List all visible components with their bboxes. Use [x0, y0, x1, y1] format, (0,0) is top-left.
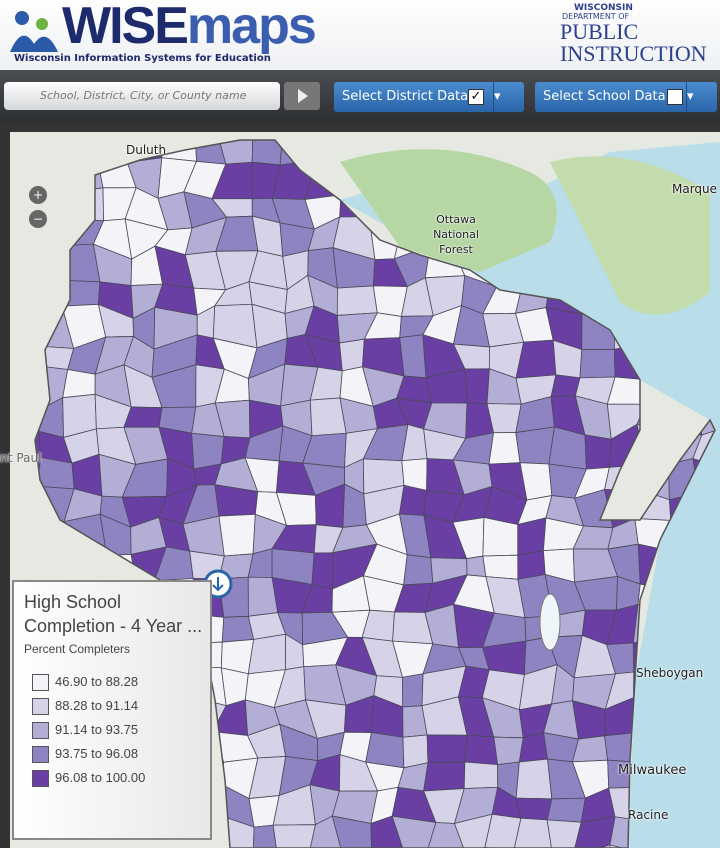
district[interactable] [311, 552, 333, 590]
district[interactable] [370, 815, 408, 848]
district[interactable] [515, 758, 553, 800]
lake [340, 142, 720, 848]
district[interactable] [546, 819, 582, 848]
district[interactable] [513, 817, 554, 848]
district[interactable] [191, 432, 225, 470]
zoom-controls: + − [29, 186, 47, 228]
legend-swatch [32, 674, 49, 692]
map-label: Marque [672, 182, 718, 196]
legend: High School Completion - 4 Year ... Perc… [12, 580, 212, 840]
district[interactable] [579, 348, 616, 379]
map-label: Sheboygan [636, 666, 704, 680]
logo[interactable]: WISEmaps [62, 0, 317, 56]
district-data-button[interactable]: Select District Data ✓ ▾ [334, 82, 524, 112]
district[interactable] [426, 734, 468, 764]
district[interactable] [517, 517, 547, 556]
lake [539, 593, 561, 651]
zoom-out[interactable] [29, 210, 47, 228]
district[interactable] [493, 736, 524, 766]
legend-label: 88.28 to 91.14 [55, 698, 139, 713]
district[interactable] [424, 822, 468, 848]
district[interactable] [336, 285, 378, 316]
district[interactable] [515, 797, 553, 821]
district[interactable] [463, 761, 499, 789]
legend-subtitle: Percent Completers [24, 642, 131, 656]
legend-item: 91.14 to 93.75 [32, 722, 139, 740]
district[interactable] [403, 554, 434, 586]
map-label: Saint Paul [0, 451, 42, 465]
legend-item: 93.75 to 96.08 [32, 746, 139, 764]
district[interactable] [339, 338, 365, 372]
forest [340, 149, 557, 272]
map-label: Racine [628, 808, 669, 822]
map-label: Duluth [126, 143, 167, 157]
district[interactable] [62, 369, 96, 399]
legend-item: 46.90 to 88.28 [32, 674, 139, 692]
school-data-button[interactable]: Select School Data ▾ [535, 82, 717, 112]
button-label: Select District Data [342, 89, 469, 104]
logo-subtitle: Wisconsin Information Systems for Educat… [14, 53, 271, 64]
legend-label: 96.08 to 100.00 [55, 770, 146, 785]
map-label: Milwaukee [618, 763, 687, 778]
agency-text: PUBLIC INSTRUCTION [560, 19, 707, 66]
district[interactable] [398, 484, 428, 516]
district[interactable] [464, 368, 490, 405]
agency-logo[interactable]: WISCONSIN DEPARTMENT OF PUBLIC INSTRUCTI… [560, 4, 710, 65]
agency-text: WISCONSIN [574, 3, 633, 13]
logo-icon [10, 11, 58, 52]
legend-label: 46.90 to 88.28 [55, 674, 139, 689]
district[interactable] [515, 426, 555, 465]
agency-text: DEPARTMENT OF [562, 12, 630, 21]
district[interactable] [546, 797, 586, 823]
legend-label: 91.14 to 93.75 [55, 722, 139, 737]
district[interactable] [309, 815, 343, 848]
district[interactable] [402, 673, 424, 708]
legend-swatch [32, 746, 49, 764]
district[interactable] [484, 813, 522, 848]
search-button[interactable] [284, 82, 320, 110]
district[interactable] [399, 334, 427, 379]
svg-text:+: + [33, 188, 43, 202]
district[interactable] [272, 824, 316, 848]
district[interactable] [482, 554, 519, 580]
district[interactable] [402, 734, 429, 769]
legend-swatch [32, 770, 49, 788]
legend-title: High School Completion - 4 Year ... [24, 592, 203, 636]
svg-text:−: − [33, 212, 43, 226]
district[interactable] [365, 732, 405, 769]
legend-item: 88.28 to 91.14 [32, 698, 139, 716]
district[interactable] [331, 815, 372, 848]
button-label: Select School Data [543, 89, 666, 104]
header: WISEmaps Wisconsin Information Systems f… [0, 0, 720, 70]
logo-text: maps [186, 0, 317, 55]
district[interactable] [218, 513, 256, 557]
legend-label: 93.75 to 96.08 [55, 746, 139, 761]
district[interactable] [584, 434, 612, 470]
district[interactable] [247, 633, 287, 675]
district[interactable] [252, 824, 279, 848]
legend-item: 96.08 to 100.00 [32, 770, 146, 788]
map-label: Ottawa National Forest [433, 213, 479, 256]
search-input[interactable]: School, District, City, or County name [4, 82, 280, 110]
district[interactable] [482, 517, 519, 557]
zoom-in[interactable] [29, 186, 47, 204]
toolbar: School, District, City, or County name S… [0, 70, 720, 122]
district[interactable] [464, 734, 499, 766]
legend-swatch [32, 722, 49, 740]
logo-text: WISE [62, 0, 189, 55]
district[interactable] [423, 761, 466, 792]
district[interactable] [488, 432, 521, 465]
legend-swatch [32, 698, 49, 716]
district[interactable] [391, 815, 437, 848]
forest [550, 156, 710, 315]
